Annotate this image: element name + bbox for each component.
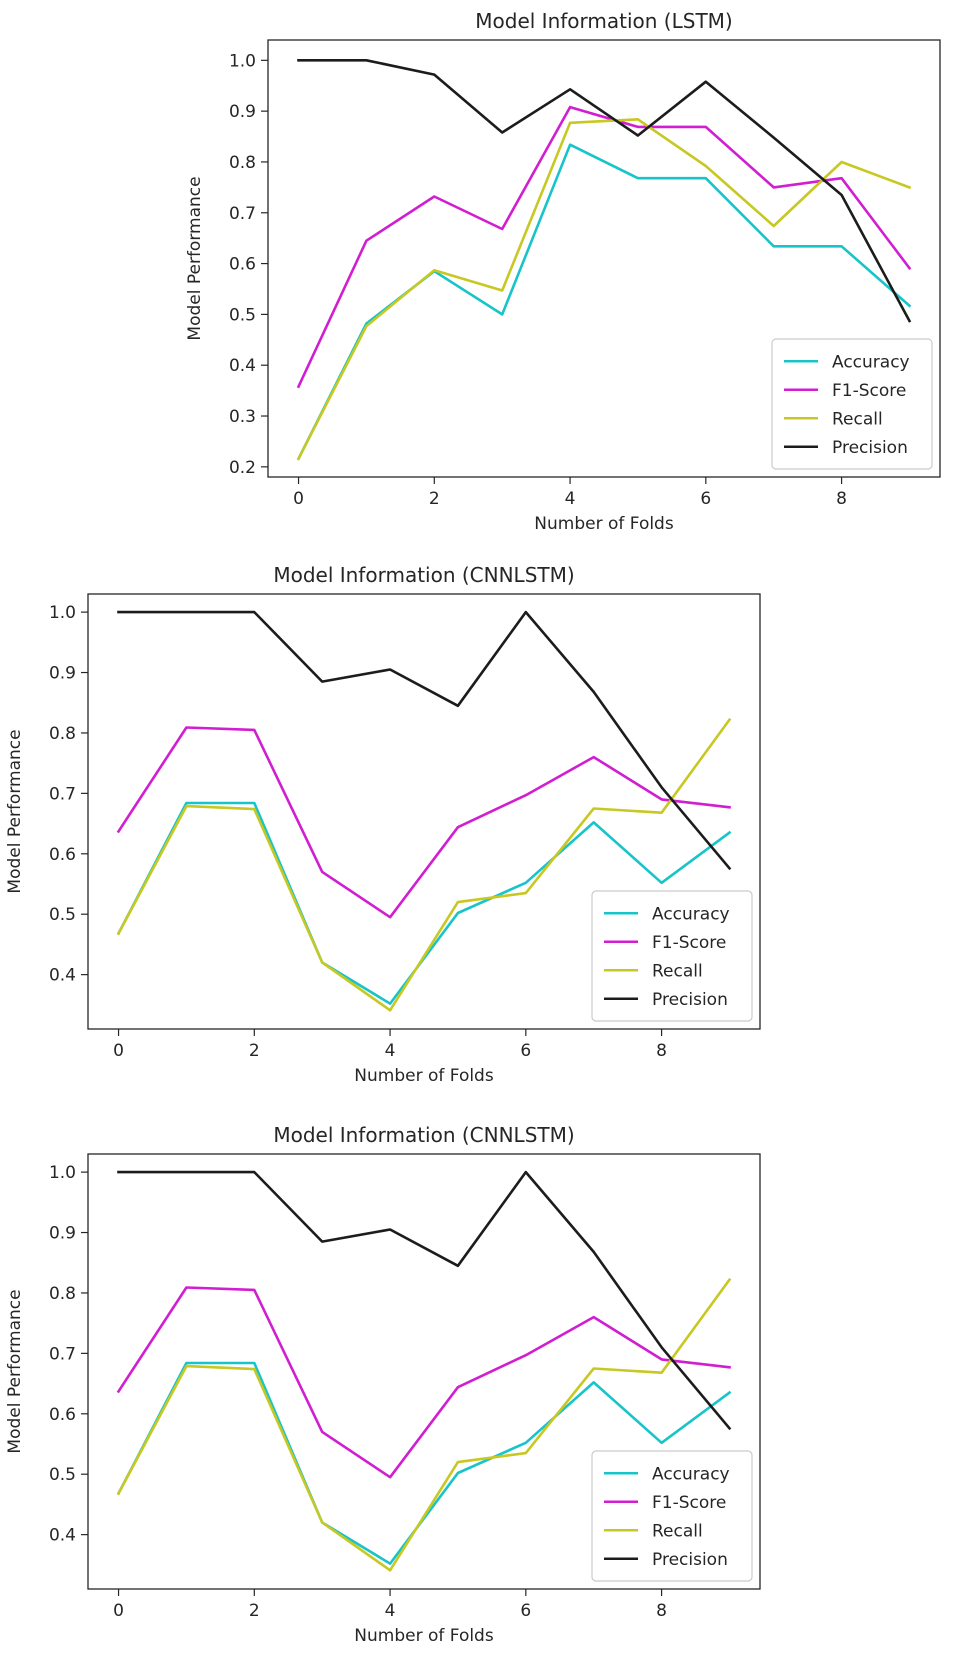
legend-label: Accuracy: [832, 352, 910, 372]
chart-1: Model Information (CNNLSTM) 0.4 0.5 0.6 0.7 0…: [5, 563, 761, 1086]
y-tick-label: 1.0: [229, 51, 256, 71]
y-tick-label: 0.7: [49, 1344, 76, 1364]
chart-0: Model Information (LSTM) 0.2 0.3 0.4 0.5 0.6 0…: [185, 9, 941, 534]
y-tick-label: 0.9: [49, 664, 76, 684]
legend-label: Accuracy: [652, 904, 730, 924]
legend-label: F1-Score: [652, 1493, 726, 1513]
plot-frame: [267, 39, 941, 478]
x-tick-label: 6: [520, 1601, 531, 1621]
x-tick-label: 8: [836, 489, 847, 509]
y-tick-label: 0.4: [49, 966, 76, 986]
y-axis-label: Model Performance: [185, 176, 205, 340]
legend-label: Recall: [832, 409, 883, 429]
x-tick-label: 4: [385, 1041, 396, 1061]
legend-label: Recall: [652, 1521, 703, 1541]
y-tick-label: 0.7: [49, 784, 76, 804]
y-tick-label: 0.5: [49, 1465, 76, 1485]
y-tick-label: 0.4: [49, 1526, 76, 1546]
x-tick-label: 0: [293, 489, 304, 509]
y-tick-label: 1.0: [49, 603, 76, 623]
y-tick-label: 0.8: [49, 724, 76, 744]
series-line-precision: [297, 58, 912, 323]
chart-title: Model Information (LSTM): [475, 9, 732, 33]
x-tick-label: 4: [385, 1601, 396, 1621]
series-line-precision: [117, 1170, 732, 1431]
legend-label: Precision: [652, 1550, 728, 1570]
x-tick-label: 8: [656, 1601, 667, 1621]
y-tick-label: 0.5: [49, 905, 76, 925]
y-tick-label: 0.7: [229, 204, 256, 224]
x-tick-label: 6: [700, 489, 711, 509]
y-tick-label: 0.6: [229, 255, 256, 275]
y-tick-label: 0.4: [229, 356, 256, 376]
y-tick-label: 0.6: [49, 845, 76, 865]
x-axis-label: Number of Folds: [534, 514, 674, 534]
x-tick-label: 0: [113, 1601, 124, 1621]
series-line-recall: [116, 1277, 732, 1572]
legend-label: F1-Score: [652, 933, 726, 953]
y-tick-label: 0.3: [229, 407, 256, 427]
y-tick-label: 0.8: [229, 153, 256, 173]
plot-frame: [87, 593, 761, 1030]
x-tick-label: 2: [249, 1041, 260, 1061]
x-tick-label: 4: [565, 489, 576, 509]
series-line-f1-score: [116, 1286, 731, 1479]
chart-2: Model Information (CNNLSTM) 0.4 0.5 0.6 0.7 0…: [5, 1123, 761, 1646]
y-tick-label: 0.6: [49, 1405, 76, 1425]
legend-box: [591, 1450, 753, 1582]
y-tick-label: 0.9: [49, 1224, 76, 1244]
x-axis-label: Number of Folds: [354, 1066, 494, 1086]
legend-label: F1-Score: [832, 381, 906, 401]
legend-label: Recall: [652, 961, 703, 981]
y-axis-label: Model Performance: [5, 729, 25, 893]
y-axis-label: Model Performance: [5, 1289, 25, 1453]
y-tick-label: 0.5: [229, 305, 256, 325]
plot-frame: [87, 1153, 761, 1590]
x-tick-label: 6: [520, 1041, 531, 1061]
legend-label: Precision: [652, 990, 728, 1010]
legend-box: [771, 338, 933, 470]
chart-title: Model Information (CNNLSTM): [273, 1123, 574, 1147]
y-tick-label: 0.9: [229, 102, 256, 122]
x-tick-label: 2: [249, 1601, 260, 1621]
legend-label: Precision: [832, 438, 908, 458]
y-tick-label: 0.8: [49, 1284, 76, 1304]
x-axis-label: Number of Folds: [354, 1626, 494, 1646]
y-tick-label: 0.2: [229, 458, 256, 478]
legend-box: [591, 890, 753, 1022]
x-tick-label: 8: [656, 1041, 667, 1061]
chart-title: Model Information (CNNLSTM): [273, 563, 574, 587]
series-line-precision: [117, 610, 732, 871]
legend-label: Accuracy: [652, 1464, 730, 1484]
y-tick-label: 1.0: [49, 1163, 76, 1183]
series-line-f1-score: [296, 105, 912, 389]
x-tick-label: 2: [429, 489, 440, 509]
series-line-recall: [116, 717, 732, 1012]
x-tick-label: 0: [113, 1041, 124, 1061]
series-line-f1-score: [116, 726, 731, 919]
series-line-recall: [296, 118, 912, 461]
